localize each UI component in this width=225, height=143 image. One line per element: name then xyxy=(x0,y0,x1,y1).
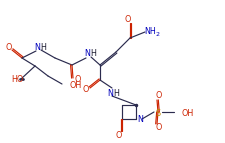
Text: H: H xyxy=(40,42,46,51)
Text: O: O xyxy=(75,76,81,85)
Text: OH: OH xyxy=(181,109,193,118)
Text: O: O xyxy=(83,86,89,95)
Text: O: O xyxy=(116,131,122,140)
Text: O: O xyxy=(6,42,12,51)
Text: O: O xyxy=(125,14,131,23)
Text: O: O xyxy=(156,92,162,101)
Text: N: N xyxy=(107,89,113,98)
Text: OH: OH xyxy=(70,81,82,90)
Text: N: N xyxy=(34,42,40,51)
Text: HO: HO xyxy=(11,76,23,85)
Text: S: S xyxy=(155,109,161,118)
Text: 2: 2 xyxy=(156,32,160,37)
Text: N: N xyxy=(84,49,90,58)
Text: O: O xyxy=(156,124,162,133)
Text: H: H xyxy=(113,89,119,98)
Text: H: H xyxy=(90,49,96,58)
Text: NH: NH xyxy=(144,27,156,36)
Text: N: N xyxy=(137,116,143,125)
